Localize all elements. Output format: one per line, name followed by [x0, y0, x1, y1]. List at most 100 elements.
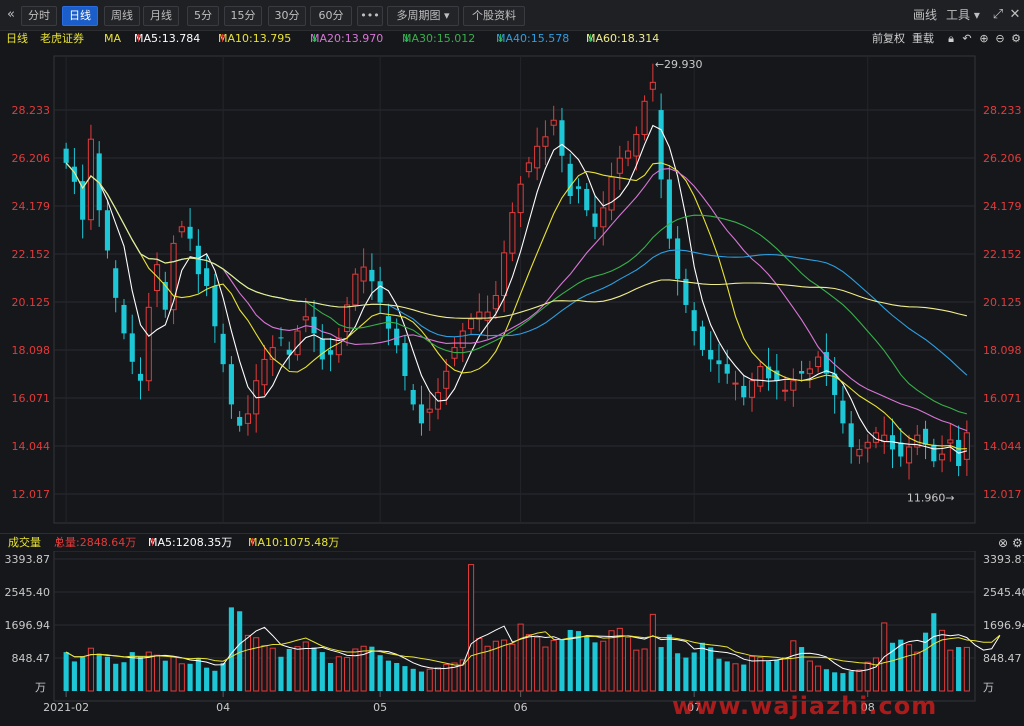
volume-bar [782, 657, 789, 692]
volume-bar [162, 660, 168, 691]
candle-body [939, 453, 946, 461]
candle [856, 439, 863, 464]
candle [848, 411, 854, 464]
volume-bar [195, 658, 201, 691]
volume-legend: 成交量 总量:2848.64万 ↑ MA5:1208.35万 ↑ MA10:1075… [0, 533, 1024, 552]
zoom-out-icon[interactable]: ⊖ [995, 32, 1005, 45]
arrow-up-icon: ↑ [54, 536, 64, 549]
volume-bar [402, 666, 408, 691]
volume-bar [459, 659, 466, 692]
candle [187, 208, 193, 251]
candle [237, 411, 243, 432]
candle-body [187, 226, 193, 239]
volume-bar [889, 642, 896, 691]
close-volume-icon[interactable]: ⊗ [998, 536, 1009, 550]
ma-label[interactable]: MA [104, 32, 122, 45]
ma-item-text: MA10:13.795 [218, 32, 292, 45]
volume-bar [633, 649, 640, 692]
candle-body [394, 328, 400, 346]
volume-bar [244, 634, 251, 692]
candle-body [624, 150, 632, 159]
tab-period-0[interactable]: 分时 [21, 6, 57, 26]
more-button[interactable]: ••• [357, 6, 383, 26]
expand-icon[interactable]: ⤢ [992, 7, 1004, 22]
tab-period-4[interactable]: 5分 [187, 6, 219, 26]
plot-frame [53, 55, 976, 524]
volume-chart[interactable]: 3393.87 3393.87 2545.40 2545.40 1696.94 1696.… [0, 551, 1024, 726]
volume-bar [170, 656, 177, 692]
candle-body [666, 179, 672, 239]
volume-bar [600, 640, 607, 692]
candle-body [806, 368, 813, 375]
volume-bar [302, 641, 309, 692]
adjust-button[interactable]: 前复权 [872, 32, 905, 45]
candle-body [782, 389, 789, 392]
ma-item-text: MA60:18.314 [586, 32, 660, 45]
undo-icon[interactable]: ↶ [962, 32, 972, 45]
candle [683, 268, 689, 314]
volume-bar [649, 613, 656, 692]
candle [467, 313, 475, 335]
candle [840, 386, 846, 434]
volume-ma10-text: MA10:1075.48万 [248, 536, 340, 549]
candle [426, 392, 433, 431]
volume-bar [848, 671, 854, 691]
candle-body [377, 281, 383, 303]
volume-bar [352, 648, 359, 692]
volume-bar [799, 647, 805, 691]
settings-icon[interactable]: ⚙ [1012, 536, 1023, 550]
candle [385, 303, 391, 346]
back-icon[interactable]: « [7, 7, 15, 22]
candle-body [492, 294, 499, 310]
candle-body [244, 413, 251, 424]
tab-period-1[interactable]: 日线 [62, 6, 98, 26]
reload-button[interactable]: 重载 [912, 32, 934, 45]
candle-body [848, 423, 854, 448]
candle [534, 127, 541, 181]
candle [153, 252, 161, 308]
tab-period-6[interactable]: 30分 [268, 6, 306, 26]
candle [790, 368, 797, 407]
vol-tick-label-right: 1696.94 [983, 619, 1024, 632]
tab-period-2[interactable]: 周线 [104, 6, 140, 26]
settings-icon[interactable]: ⚙ [1011, 32, 1021, 45]
price-chart[interactable]: 28.233 28.233 26.206 26.206 24.179 24.179 22.1… [0, 48, 1024, 533]
volume-bar [616, 627, 623, 692]
y-tick-label-right: 18.098 [983, 344, 1022, 357]
vol-tick-label-left: 2545.40 [5, 586, 51, 599]
candle-body [525, 162, 532, 173]
volume-bar [113, 663, 119, 691]
tools-button[interactable]: 工具 ▾ [946, 6, 980, 24]
ma-item-text: MA30:15.012 [402, 32, 476, 45]
volume-bar [145, 651, 152, 692]
draw-line-button[interactable]: 画线 [913, 8, 938, 22]
candle [162, 271, 168, 318]
volume-bar [741, 664, 747, 691]
volume-bar [426, 668, 433, 692]
stock-info-button[interactable]: 个股资料 [463, 6, 525, 26]
candle [71, 147, 77, 195]
volume-bar [451, 662, 458, 692]
candle-body [121, 304, 127, 334]
lock-icon[interactable]: 🔒︎ [948, 32, 954, 45]
candle [584, 183, 590, 217]
candle-body [575, 186, 582, 189]
tab-period-7[interactable]: 60分 [310, 6, 352, 26]
candle [559, 107, 565, 173]
volume-frame [53, 551, 976, 702]
period-label: 日线 [6, 32, 28, 45]
tab-period-5[interactable]: 15分 [224, 6, 262, 26]
tab-period-3[interactable]: 月线 [143, 6, 179, 26]
arrow-up-icon: ↑ [248, 536, 258, 549]
y-tick-label-left: 28.233 [12, 104, 51, 117]
candle [352, 268, 359, 311]
candle [823, 333, 829, 386]
zoom-in-icon[interactable]: ⊕ [979, 32, 989, 45]
volume-bar [922, 632, 929, 691]
candle-body [204, 268, 210, 287]
ma5-line [65, 124, 968, 454]
multi-period-button[interactable]: 多周期图 ▾ [387, 6, 459, 26]
y-tick-label-left: 24.179 [12, 200, 51, 213]
volume-bar [832, 672, 838, 691]
close-icon[interactable]: ✕ [1009, 7, 1021, 22]
